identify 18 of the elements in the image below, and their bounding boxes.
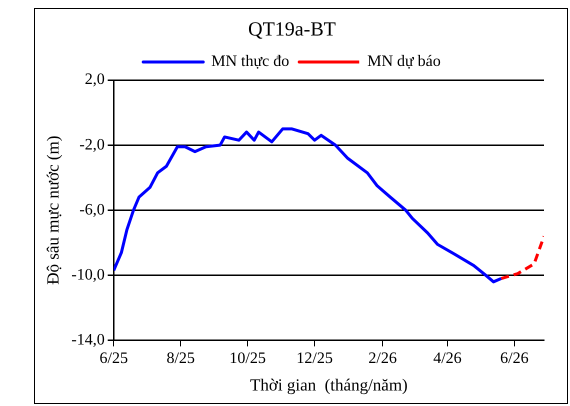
y-tick-label: -6,0 (79, 201, 105, 218)
x-tick-label: 6/25 (100, 350, 128, 368)
y-tick-label: -14,0 (71, 332, 105, 349)
x-axis-title: Thời gian (tháng/năm) (250, 375, 408, 394)
x-tick-label: 6/26 (500, 350, 529, 368)
x-tick-label: 12/25 (296, 350, 333, 368)
x-tick-label: 8/25 (166, 350, 195, 368)
y-tick-label: -10,0 (71, 266, 105, 284)
x-tick-label: 4/26 (433, 350, 462, 368)
line-series (500, 234, 544, 280)
y-axis-title: Độ sâu mực nước (m) (44, 136, 63, 285)
legend-label: MN dự báo (367, 53, 441, 70)
chart-title: QT19a-BT (248, 18, 336, 40)
x-tick-label: 10/25 (229, 350, 266, 368)
y-tick-label: -2,0 (79, 136, 105, 154)
legend-label: MN thực đo (211, 53, 290, 70)
x-tick-label: 2/26 (368, 350, 397, 368)
y-tick-label: 2,0 (84, 71, 105, 88)
